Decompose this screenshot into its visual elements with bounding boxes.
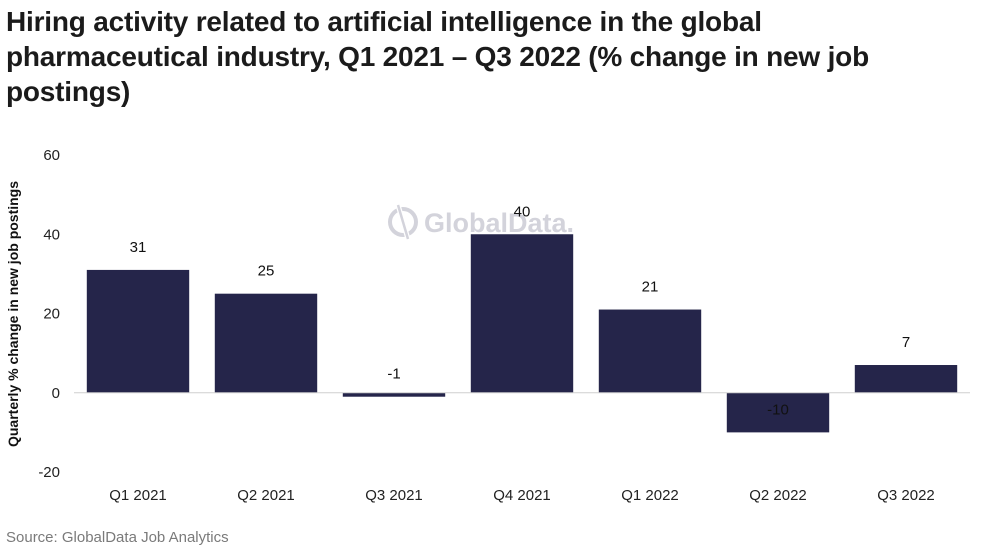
data-label: 40 xyxy=(514,203,531,220)
x-tick-label: Q2 2021 xyxy=(237,487,295,504)
y-axis-label: Quarterly % change in new job postings xyxy=(5,181,21,447)
data-labels: 31 25 -1 40 21 -10 7 xyxy=(130,203,911,418)
data-label: 21 xyxy=(642,279,659,296)
bar-q2-2021 xyxy=(214,293,318,393)
x-tick-label: Q1 2022 xyxy=(621,487,679,504)
x-tick-label: Q1 2021 xyxy=(109,487,167,504)
bar-q2-2022 xyxy=(726,392,830,433)
x-tick-label: Q3 2022 xyxy=(877,487,935,504)
y-tick-label: 60 xyxy=(43,147,60,164)
bar-q1-2021 xyxy=(86,269,190,393)
data-label: 25 xyxy=(258,263,275,280)
x-tick-label: Q3 2021 xyxy=(365,487,423,504)
bar-q4-2021 xyxy=(470,234,574,393)
y-tick-label: 0 xyxy=(52,385,60,402)
y-axis: -20 0 20 40 60 xyxy=(38,147,60,481)
y-tick-label: 40 xyxy=(43,226,60,243)
y-tick-label: -20 xyxy=(38,464,60,481)
data-label: -10 xyxy=(767,401,789,418)
x-tick-label: Q2 2022 xyxy=(749,487,807,504)
x-axis: Q1 2021 Q2 2021 Q3 2021 Q4 2021 Q1 2022 Q2 20… xyxy=(109,487,935,504)
chart-title: Hiring activity related to artificial in… xyxy=(6,6,869,107)
bar-q3-2022 xyxy=(854,365,958,393)
globaldata-icon xyxy=(388,204,418,240)
globaldata-watermark-logo: GlobalData. xyxy=(388,204,574,240)
data-label: 7 xyxy=(902,334,910,351)
data-label: -1 xyxy=(387,366,400,383)
x-tick-label: Q4 2021 xyxy=(493,487,551,504)
watermark-text: GlobalData. xyxy=(424,208,574,238)
source-note: Source: GlobalData Job Analytics xyxy=(6,529,229,546)
bar-q3-2021 xyxy=(342,392,446,397)
data-label: 31 xyxy=(130,239,147,256)
bars xyxy=(86,234,958,433)
bar-q1-2022 xyxy=(598,309,702,393)
y-tick-label: 20 xyxy=(43,306,60,323)
